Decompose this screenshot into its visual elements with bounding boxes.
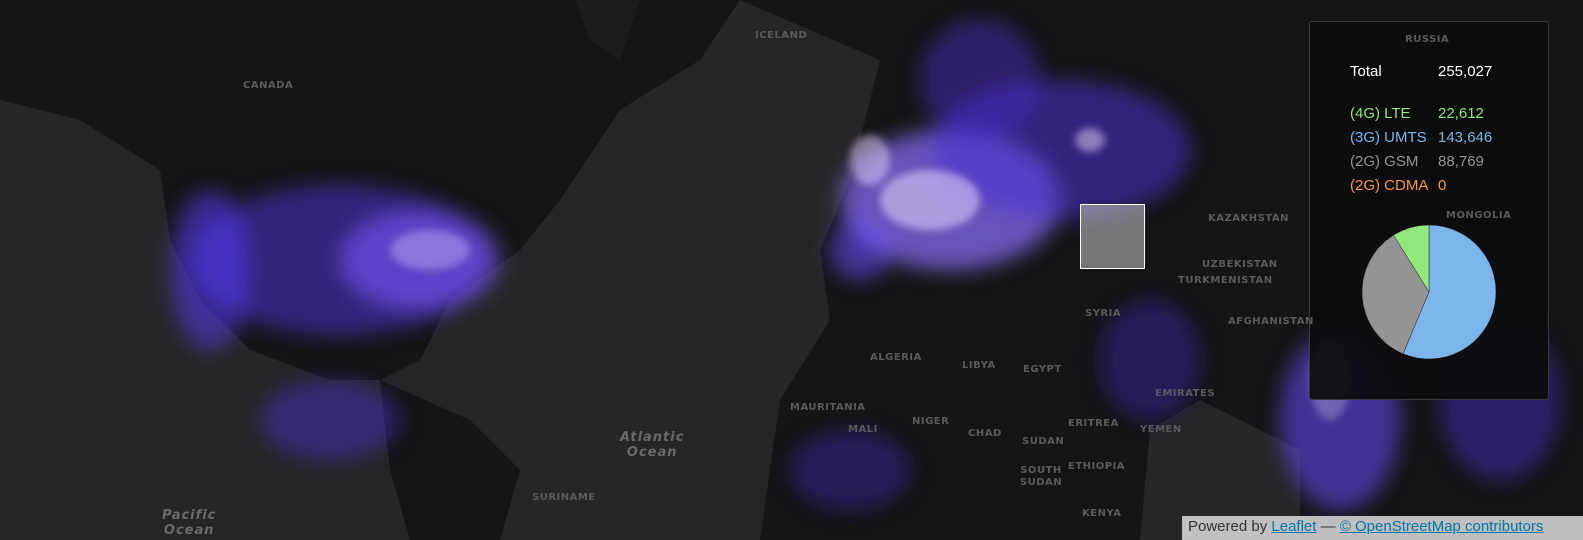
network-type-label: (2G) GSM <box>1350 153 1419 170</box>
label-algeria: ALGERIA <box>870 352 922 363</box>
label-turkmenistan: TURKMENISTAN <box>1178 275 1273 286</box>
label-syria: SYRIA <box>1085 308 1122 319</box>
network-type-label: (3G) UMTS <box>1350 129 1427 146</box>
network-type-label: (4G) LTE <box>1350 105 1411 122</box>
label-mauritania: MAURITANIA <box>790 402 866 413</box>
network-type-count: 0 <box>1438 177 1447 194</box>
pie-slice-4g-lte <box>1393 224 1430 293</box>
total-value: 255,027 <box>1438 63 1493 80</box>
label-eritrea: ERITREA <box>1068 418 1119 429</box>
label-afghanistan: AFGHANISTAN <box>1228 316 1314 327</box>
ocean-name-line: Ocean <box>626 445 678 460</box>
label-kenya: KENYA <box>1082 508 1122 519</box>
ocean-name-line: Pacific <box>162 508 217 523</box>
osm-link[interactable]: © OpenStreetMap contributors <box>1339 518 1544 535</box>
label-russia: RUSSIA <box>1405 34 1450 45</box>
selection-rectangle[interactable] <box>1080 204 1145 269</box>
label-mongolia: MONGOLIA <box>1446 210 1512 221</box>
label-emirates: EMIRATES <box>1155 388 1216 399</box>
label-libya: LIBYA <box>962 360 996 371</box>
stats-panel: Total 255,027 (4G) LTE 22,612 (3G) UMTS 143… <box>1309 21 1549 400</box>
label-suriname: SURINAME <box>532 492 596 503</box>
leaflet-link[interactable]: Leaflet <box>1271 518 1317 535</box>
label-mali: MALI <box>848 424 878 435</box>
attribution-prefix: Powered by <box>1188 518 1268 535</box>
label-canada: CANADA <box>243 80 294 91</box>
label-niger: NIGER <box>912 416 950 427</box>
network-type-pie-chart <box>1361 224 1497 360</box>
ocean-name-line: Atlantic <box>620 430 685 445</box>
coverage-glow <box>170 20 1560 510</box>
label-pacific-ocean: Pacific Ocean <box>162 508 216 538</box>
pie-slice-2g-gsm <box>1361 234 1430 355</box>
pie-slice-3g-umts <box>1402 224 1497 360</box>
network-type-count: 88,769 <box>1438 153 1484 170</box>
label-ethiopia: ETHIOPIA <box>1068 461 1126 472</box>
label-atlantic-ocean: Atlantic Ocean <box>620 430 684 460</box>
label-uzbekistan: UZBEKISTAN <box>1202 259 1278 270</box>
label-chad: CHAD <box>968 428 1002 439</box>
label-iceland: ICELAND <box>755 30 808 41</box>
ocean-name-line: Ocean <box>163 523 215 538</box>
label-south-sudan: SOUTH SUDAN <box>1019 465 1063 488</box>
network-type-count: 22,612 <box>1438 105 1484 122</box>
map-attribution: Powered by Leaflet — © OpenStreetMap con… <box>1182 516 1583 540</box>
attribution-separator: — <box>1320 518 1336 535</box>
label-egypt: EGYPT <box>1023 364 1062 375</box>
label-yemen: YEMEN <box>1140 424 1182 435</box>
network-type-label: (2G) CDMA <box>1350 177 1429 194</box>
label-sudan: SUDAN <box>1022 436 1065 447</box>
label-kazakhstan: KAZAKHSTAN <box>1208 213 1289 224</box>
total-label: Total <box>1350 63 1382 80</box>
network-type-count: 143,646 <box>1438 129 1493 146</box>
